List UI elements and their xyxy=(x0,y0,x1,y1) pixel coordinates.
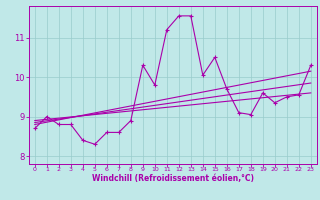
X-axis label: Windchill (Refroidissement éolien,°C): Windchill (Refroidissement éolien,°C) xyxy=(92,174,254,183)
